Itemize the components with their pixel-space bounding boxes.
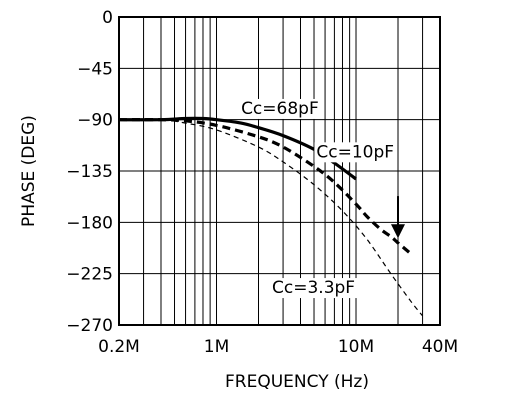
y-axis-title: PHASE (DEG) [19,115,39,227]
curve-labels: Cc=68pF Cc=10pF Cc=3.3pF [239,98,395,299]
x-tick-label: 0.2M [98,337,140,357]
curve-label-background [270,278,363,299]
x-tick-label: 1M [204,337,229,357]
x-tick-labels: 0.2M 1M 10M 40M [98,337,458,357]
y-tick-label: −45 [77,59,113,79]
y-tick-label: −270 [66,316,113,336]
plot-frame [118,16,441,326]
curve-label: Cc=10pF [316,142,394,162]
arrow-head [391,224,406,239]
y-tick-label: −225 [66,265,113,285]
x-tick-label: 10M [338,337,374,357]
x-axis-title: FREQUENCY (Hz) [225,372,369,392]
y-tick-labels: 0 −45 −90 −135 −180 −225 −270 [66,8,113,336]
series-line-2 [118,118,413,256]
curve-label-background [239,98,320,119]
curve-label: Cc=3.3pF [272,278,355,298]
curve-label-background [314,142,395,163]
curve-label: Cc=68pF [241,99,319,119]
series-line-3 [118,118,424,317]
grid [119,16,440,326]
arrow-annotation [391,196,406,239]
y-tick-label: −180 [66,213,113,233]
y-tick-label: −135 [66,162,113,182]
x-tick-label: 40M [422,337,458,357]
y-tick-label: 0 [102,8,113,28]
y-tick-label: −90 [77,111,113,131]
